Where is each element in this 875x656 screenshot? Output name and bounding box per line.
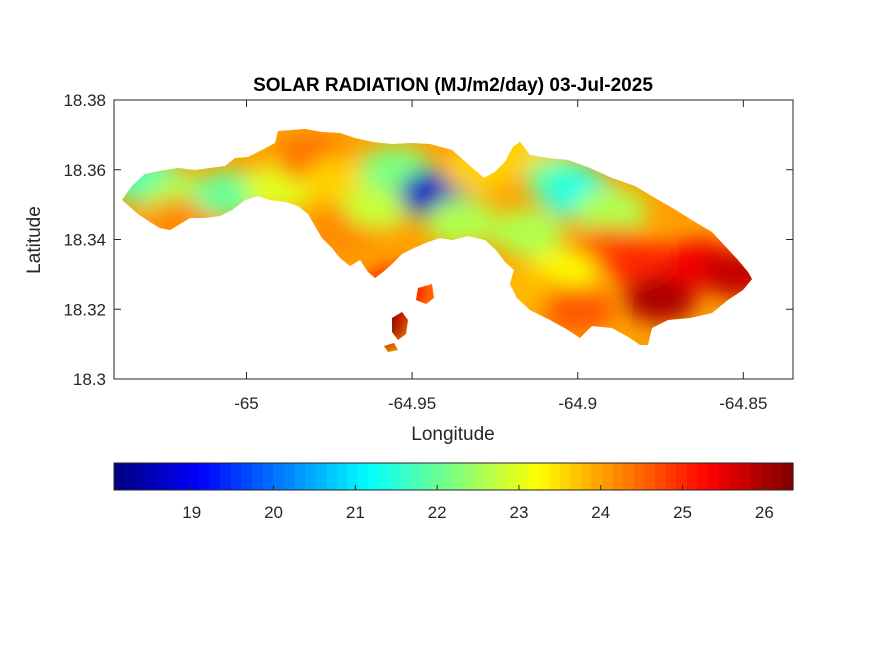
colorbar-cell	[697, 463, 709, 490]
x-tick-label: -65	[234, 394, 259, 413]
colorbar-cell	[336, 463, 349, 490]
x-tick-label: -64.95	[388, 394, 436, 413]
colorbar-tick-label: 23	[509, 503, 528, 522]
colorbar-cell	[495, 463, 508, 490]
colorbar-cell	[347, 463, 359, 490]
colorbar-cell	[114, 463, 126, 490]
colorbar-tick-label: 26	[755, 503, 774, 522]
colorbar-cell	[442, 463, 455, 490]
colorbar-cell	[686, 463, 699, 490]
y-tick-label: 18.32	[63, 300, 106, 319]
colorbar-cell	[729, 463, 741, 490]
x-axis: -65 -64.95 -64.9 -64.85	[234, 100, 767, 413]
colorbar-cell	[771, 463, 783, 490]
field-point-25	[700, 250, 752, 299]
colorbar-cell	[294, 463, 306, 490]
colorbar-cell	[761, 463, 773, 490]
plot-area: -65 -64.95 -64.9 -64.85 18.3 18.32 18.34 18.36…	[63, 91, 794, 413]
field-point-11	[425, 198, 498, 247]
colorbar-cell	[580, 463, 593, 490]
colorbar-cell	[464, 463, 476, 490]
colorbar-tick-label: 19	[182, 503, 201, 522]
colorbar-cell	[273, 463, 285, 490]
field-point-17	[574, 187, 647, 236]
x-tick-label: -64.85	[719, 394, 767, 413]
colorbar-cell	[230, 463, 242, 490]
chart-title: SOLAR RADIATION (MJ/m2/day) 03-Jul-2025	[253, 75, 653, 96]
field-point-21	[541, 285, 614, 334]
colorbar-frame	[113, 462, 794, 491]
colorbar-cell	[548, 463, 561, 490]
y-tick-label: 18.3	[73, 370, 106, 389]
colorbar-cell	[421, 463, 433, 490]
colorbar-cell	[559, 463, 571, 490]
y-tick-label: 18.36	[63, 161, 106, 180]
field-point-23	[624, 274, 697, 323]
colorbar-cell	[538, 463, 550, 490]
colorbar-cell	[326, 463, 338, 490]
colorbar-cell	[389, 463, 402, 490]
colorbar-cell	[432, 463, 444, 490]
y-tick-label: 18.34	[63, 231, 106, 250]
colorbar-cell	[198, 463, 211, 490]
colorbar-cell	[602, 463, 614, 490]
colorbar-cell	[135, 463, 147, 490]
colorbar-cell	[782, 463, 794, 490]
colorbar-cell	[485, 463, 497, 490]
colorbar-tick-label: 20	[264, 503, 283, 522]
colorbar-cell	[676, 463, 688, 490]
colorbar-cell	[220, 463, 232, 490]
colorbar-cell	[506, 463, 518, 490]
colorbar-cell	[623, 463, 635, 490]
y-axis-label: Latitude	[24, 206, 45, 274]
field-point-13	[492, 208, 565, 257]
colorbar-cell	[633, 463, 646, 490]
colorbar-cell	[474, 463, 486, 490]
colorbar-tick-label: 25	[673, 503, 692, 522]
colorbar-cell	[517, 463, 529, 490]
colorbar-cell	[718, 463, 730, 490]
colorbar-tick-label: 21	[346, 503, 365, 522]
colorbar-cell	[591, 463, 603, 490]
colorbar-cell	[315, 463, 327, 490]
colorbar-cell	[655, 463, 667, 490]
colorbar-cell	[453, 463, 465, 490]
colorbar: 19 20 21 22 23 24 25 26	[113, 462, 794, 522]
colorbar-cell	[251, 463, 264, 490]
colorbar-cell	[400, 463, 412, 490]
colorbar-cell	[145, 463, 158, 490]
colorbar-cell	[167, 463, 179, 490]
colorbar-cell	[708, 463, 720, 490]
colorbar-cell	[241, 463, 253, 490]
colorbar-cell	[188, 463, 200, 490]
colorbar-cell	[665, 463, 677, 490]
colorbar-cell	[750, 463, 762, 490]
colorbar-cell	[739, 463, 752, 490]
colorbar-cell	[411, 463, 423, 490]
x-tick-label: -64.9	[558, 394, 597, 413]
colorbar-cell	[358, 463, 370, 490]
x-axis-label: Longitude	[411, 424, 494, 445]
colorbar-cell	[283, 463, 295, 490]
colorbar-cell	[177, 463, 189, 490]
y-axis: 18.3 18.32 18.34 18.36 18.38	[63, 91, 793, 389]
colorbar-tick-label: 24	[591, 503, 610, 522]
colorbar-gradient	[114, 463, 794, 490]
colorbar-cell	[612, 463, 624, 490]
colorbar-tick-label: 22	[428, 503, 447, 522]
y-tick-label: 18.38	[63, 91, 106, 110]
colorbar-cell	[527, 463, 539, 490]
colorbar-cell	[262, 463, 274, 490]
colorbar-cell	[209, 463, 221, 490]
colorbar-cell	[124, 463, 136, 490]
colorbar-cell	[644, 463, 656, 490]
colorbar-cell	[379, 463, 391, 490]
colorbar-cell	[304, 463, 317, 490]
colorbar-ticks: 19 20 21 22 23 24 25 26	[182, 485, 774, 522]
colorbar-cell	[156, 463, 168, 490]
colorbar-cell	[368, 463, 380, 490]
colorbar-cell	[570, 463, 582, 490]
